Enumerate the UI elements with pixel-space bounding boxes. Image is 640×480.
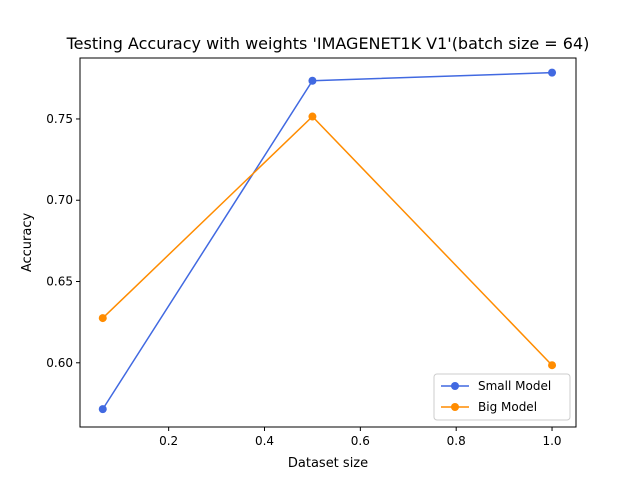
x-tick-label: 0.4: [255, 434, 274, 448]
plot-frame: [79, 57, 577, 428]
legend-items: Small Model Big Model: [441, 379, 551, 414]
legend-marker-small-model: [451, 382, 459, 390]
series-line-big-model: [102, 115, 553, 366]
y-tick-label: 0.65: [46, 275, 73, 289]
data-point-small-model: [98, 405, 107, 414]
x-axis: 0.2 0.4 0.6 0.8 1.0: [159, 427, 562, 448]
legend-label-small-model: Small Model: [478, 379, 551, 393]
x-axis-label: Dataset size: [288, 456, 368, 471]
data-point-big-model: [98, 314, 107, 323]
plot-area: [79, 57, 577, 428]
x-tick-label: 0.6: [351, 434, 370, 448]
data-point-big-model: [548, 361, 557, 370]
data-point-small-model: [548, 68, 557, 77]
legend: Small Model Big Model: [433, 373, 571, 421]
x-tick-label: 0.8: [447, 434, 466, 448]
data-point-big-model: [308, 112, 317, 121]
series-line-small-model: [102, 71, 553, 410]
series-layer: [98, 68, 557, 414]
y-tick-label: 0.70: [46, 193, 73, 207]
chart-title: Testing Accuracy with weights 'IMAGENET1…: [66, 34, 590, 53]
data-point-small-model: [308, 76, 317, 85]
y-axis: 0.60 0.65 0.70 0.75: [46, 112, 80, 370]
y-tick-label: 0.60: [46, 356, 73, 370]
legend-marker-big-model: [451, 403, 459, 411]
y-axis-label: Accuracy: [20, 213, 35, 273]
legend-label-big-model: Big Model: [478, 400, 537, 414]
x-tick-label: 1.0: [542, 434, 561, 448]
x-tick-label: 0.2: [159, 434, 178, 448]
y-tick-label: 0.75: [46, 112, 73, 126]
